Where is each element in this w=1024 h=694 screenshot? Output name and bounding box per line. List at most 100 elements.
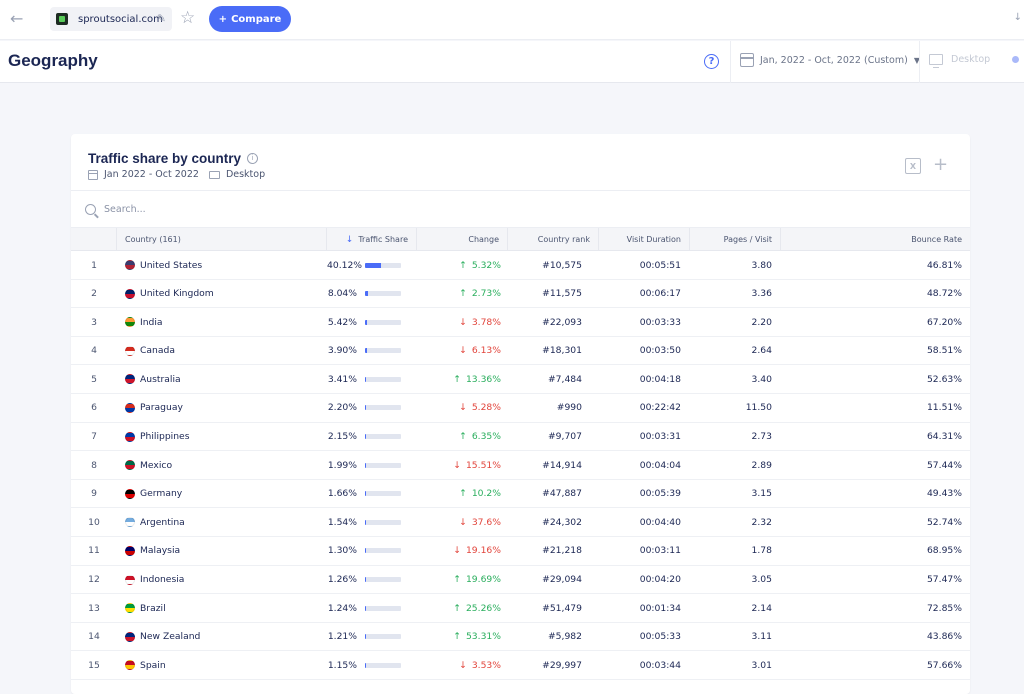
country-cell[interactable]: United States bbox=[125, 251, 325, 279]
download-icon[interactable]: ↓ bbox=[1013, 12, 1022, 23]
table-row[interactable]: 13 Brazil 1.24% ↑ 25.26% #51,479 00:01:34 2.14 7… bbox=[71, 594, 970, 623]
row-index: 15 bbox=[88, 659, 100, 671]
search-input[interactable] bbox=[104, 203, 404, 215]
table-row[interactable]: 8 Mexico 1.99% ↓ 15.51% #14,914 00:04:04 2.89 57… bbox=[71, 451, 970, 480]
row-index: 9 bbox=[91, 488, 97, 500]
table-row[interactable]: 1 United States 40.12% ↑ 5.32% #10,575 00:05:5… bbox=[71, 251, 970, 280]
visit-duration-cell: 00:05:39 bbox=[639, 488, 681, 500]
change-value: 3.78% bbox=[471, 316, 501, 328]
change-cell: ↑ 25.26% bbox=[417, 594, 501, 622]
pencil-icon[interactable]: ✎ bbox=[156, 12, 166, 25]
country-cell[interactable]: Canada bbox=[125, 337, 325, 365]
traffic-share-fill bbox=[365, 348, 367, 354]
calendar-icon bbox=[88, 169, 98, 180]
header-visit-duration[interactable]: Visit Duration bbox=[599, 228, 690, 251]
table-row[interactable]: 3 India 5.42% ↓ 3.78% #22,093 00:03:33 2.20 67.2… bbox=[71, 308, 970, 337]
help-icon[interactable]: ? bbox=[704, 54, 719, 69]
info-icon[interactable]: i bbox=[247, 153, 259, 164]
traffic-share-cell: 1.54% bbox=[327, 508, 421, 536]
header-bounce-rate[interactable]: Bounce Rate bbox=[781, 228, 970, 251]
header-country[interactable]: Country (161) bbox=[117, 228, 327, 251]
table-row[interactable]: 11 Malaysia 1.30% ↓ 19.16% #21,218 00:03:11 1.7… bbox=[71, 537, 970, 566]
country-rank-cell: #29,997 bbox=[542, 659, 582, 671]
device-picker[interactable]: Desktop bbox=[929, 54, 1020, 68]
traffic-share-cell: 1.21% bbox=[327, 623, 421, 651]
traffic-share-cell: 40.12% bbox=[327, 251, 421, 279]
traffic-share-cell: 1.99% bbox=[327, 451, 421, 479]
table-row[interactable]: 6 Paraguay 2.20% ↓ 5.28% #990 00:22:42 11.50 11.… bbox=[71, 394, 970, 423]
visit-duration-cell: 00:22:42 bbox=[639, 402, 681, 414]
pages-visit-cell: 1.78 bbox=[751, 545, 772, 557]
country-rank-cell: #11,575 bbox=[542, 288, 582, 300]
bounce-rate-cell: 64.31% bbox=[926, 431, 962, 443]
divider bbox=[919, 41, 920, 83]
header-change-label: Change bbox=[468, 235, 499, 244]
row-index: 12 bbox=[88, 574, 100, 586]
country-rank-cell: #5,982 bbox=[547, 631, 582, 643]
traffic-share-bar bbox=[365, 519, 401, 525]
country-cell[interactable]: Spain bbox=[125, 651, 325, 679]
bounce-rate-cell: 46.81% bbox=[926, 259, 962, 271]
monitor-icon bbox=[929, 54, 943, 68]
table-row[interactable]: 7 Philippines 2.15% ↑ 6.35% #9,707 00:03:31 2.7… bbox=[71, 423, 970, 452]
traffic-share-fill bbox=[365, 519, 366, 525]
table-row[interactable]: 12 Indonesia 1.26% ↑ 19.69% #29,094 00:04:20 3.… bbox=[71, 566, 970, 595]
domain-chip[interactable]: sproutsocial.com ✎ bbox=[50, 7, 172, 31]
country-name: Indonesia bbox=[140, 574, 185, 586]
country-cell[interactable]: New Zealand bbox=[125, 623, 325, 651]
country-name: Malaysia bbox=[140, 545, 181, 557]
table-row[interactable]: 5 Australia 3.41% ↑ 13.36% #7,484 00:04:18 3.40… bbox=[71, 365, 970, 394]
change-value: 13.36% bbox=[465, 373, 501, 385]
country-cell[interactable]: Indonesia bbox=[125, 566, 325, 594]
arrow-down-icon: ↓ bbox=[459, 345, 467, 357]
change-cell: ↓ 15.51% bbox=[417, 451, 501, 479]
country-rank-cell: #7,484 bbox=[547, 373, 582, 385]
country-rank-cell: #47,887 bbox=[542, 488, 582, 500]
header-change[interactable]: Change bbox=[417, 228, 508, 251]
header-country-rank[interactable]: Country rank bbox=[508, 228, 599, 251]
table-row[interactable]: 15 Spain 1.15% ↓ 3.53% #29,997 00:03:44 3.01 57.… bbox=[71, 651, 970, 680]
pages-visit-cell: 2.14 bbox=[751, 602, 772, 614]
country-cell[interactable]: Malaysia bbox=[125, 537, 325, 565]
visit-duration-cell: 00:03:31 bbox=[639, 431, 681, 443]
date-range-picker[interactable]: Jan, 2022 - Oct, 2022 (Custom) ▼ bbox=[740, 53, 920, 67]
country-name: United States bbox=[140, 259, 203, 271]
traffic-share-cell: 1.15% bbox=[327, 651, 421, 679]
change-value: 2.73% bbox=[471, 288, 501, 300]
country-cell[interactable]: Australia bbox=[125, 365, 325, 393]
country-name: Australia bbox=[140, 373, 181, 385]
table-row[interactable]: 2 United Kingdom 8.04% ↑ 2.73% #11,575 00:06:1… bbox=[71, 280, 970, 309]
header-bounce-rate-label: Bounce Rate bbox=[911, 235, 962, 244]
back-arrow-icon[interactable]: ← bbox=[10, 9, 24, 28]
country-rank-cell: #51,479 bbox=[542, 602, 582, 614]
header-country-label: Country (161) bbox=[125, 235, 181, 244]
table-row[interactable]: 14 New Zealand 1.21% ↑ 53.31% #5,982 00:05:33 3… bbox=[71, 623, 970, 652]
table-row[interactable]: 4 Canada 3.90% ↓ 6.13% #18,301 00:03:50 2.64 58.… bbox=[71, 337, 970, 366]
traffic-share-cell: 1.66% bbox=[327, 480, 421, 508]
table-body: 1 United States 40.12% ↑ 5.32% #10,575 00:05:5… bbox=[71, 251, 970, 680]
country-cell[interactable]: Germany bbox=[125, 480, 325, 508]
traffic-share-bar bbox=[365, 291, 401, 297]
country-cell[interactable]: Paraguay bbox=[125, 394, 325, 422]
star-icon[interactable]: ☆ bbox=[180, 8, 196, 28]
country-cell[interactable]: Brazil bbox=[125, 594, 325, 622]
chevron-down-icon: ▼ bbox=[913, 55, 920, 65]
flag-icon bbox=[125, 374, 135, 385]
visit-duration-cell: 00:04:20 bbox=[639, 574, 681, 586]
compare-button[interactable]: + Compare bbox=[209, 6, 291, 32]
add-to-dashboard-icon[interactable]: + bbox=[933, 154, 949, 175]
row-index: 14 bbox=[88, 631, 100, 643]
country-cell[interactable]: United Kingdom bbox=[125, 280, 325, 308]
country-cell[interactable]: Philippines bbox=[125, 423, 325, 451]
page-title: Geography bbox=[8, 51, 98, 70]
table-row[interactable]: 9 Germany 1.66% ↑ 10.2% #47,887 00:05:39 3.15 49… bbox=[71, 480, 970, 509]
country-cell[interactable]: India bbox=[125, 308, 325, 336]
header-traffic-share[interactable]: ↓ Traffic Share bbox=[327, 228, 417, 251]
header-pages-visit[interactable]: Pages / Visit bbox=[690, 228, 781, 251]
excel-export-icon[interactable]: X bbox=[905, 158, 921, 174]
traffic-share-bar bbox=[365, 548, 401, 554]
country-cell[interactable]: Mexico bbox=[125, 451, 325, 479]
country-cell[interactable]: Argentina bbox=[125, 508, 325, 536]
table-row[interactable]: 10 Argentina 1.54% ↓ 37.6% #24,302 00:04:40 2.3… bbox=[71, 508, 970, 537]
traffic-share-fill bbox=[365, 376, 367, 382]
